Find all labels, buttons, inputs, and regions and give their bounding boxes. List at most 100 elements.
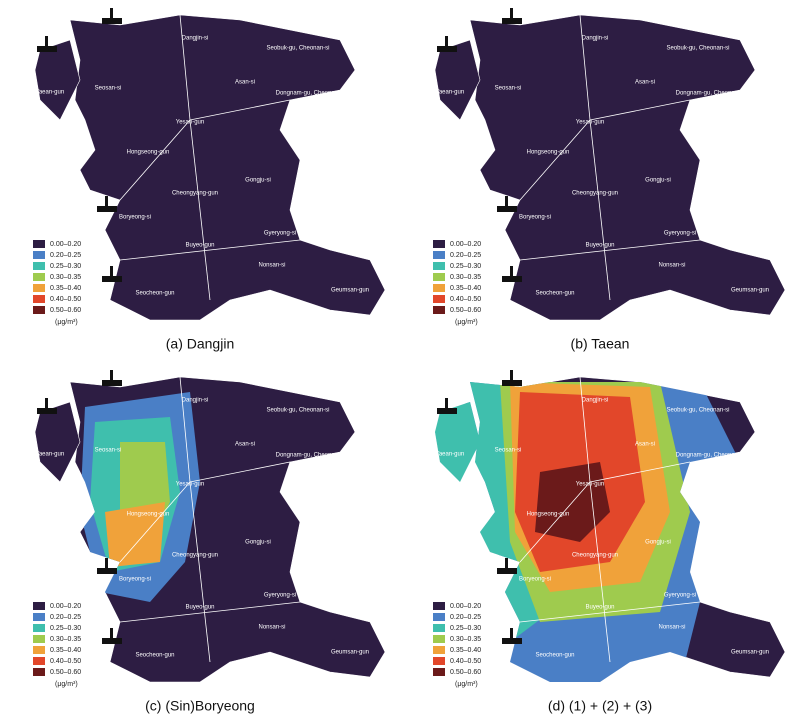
plant-icon xyxy=(502,380,522,386)
plant-stack xyxy=(445,36,448,46)
region-label: Geumsan-gun xyxy=(731,650,769,656)
region-label: Seocheon-gun xyxy=(135,653,174,659)
caption: (d) (1) + (2) + (3) xyxy=(548,698,652,714)
legend-label: 0.20–0.25 xyxy=(50,614,81,621)
region-label: Gyeryong-si xyxy=(264,231,296,237)
legend-swatch xyxy=(433,284,445,292)
legend-swatch xyxy=(433,668,445,676)
region-label: Hongseong-gun xyxy=(127,512,170,518)
legend-swatch xyxy=(433,295,445,303)
legend-swatch xyxy=(433,251,445,259)
peninsula xyxy=(34,401,81,483)
plant-icon xyxy=(102,380,122,386)
region-label: Buyeo-gun xyxy=(185,605,214,611)
legend-label: 0.00–0.20 xyxy=(450,241,481,248)
plant-stack xyxy=(445,398,448,408)
region-label: Gongju-si xyxy=(245,178,271,184)
boundary xyxy=(589,461,691,483)
legend-swatch xyxy=(33,306,45,314)
boundary xyxy=(189,99,291,121)
legend-label: 0.20–0.25 xyxy=(450,614,481,621)
map-panel: Dangjin-si Seobuk-gu, Cheonan-si Seosan-si… xyxy=(33,8,386,352)
map-panel: Dangjin-si Seobuk-gu, Cheonan-si Seosan-si… xyxy=(433,8,786,352)
region-label: Cheongyang-gun xyxy=(572,553,618,559)
legend-swatch xyxy=(433,306,445,314)
plant-stack xyxy=(510,370,513,380)
region-label: Hongseong-gun xyxy=(127,150,170,156)
map-panel: Dangjin-si Seobuk-gu, Cheonan-si Seosan-si… xyxy=(433,370,786,714)
legend-unit: (μg/m³) xyxy=(455,319,478,326)
plant-stack xyxy=(510,628,513,638)
region-label: Buyeo-gun xyxy=(585,243,614,249)
legend-label: 0.25–0.30 xyxy=(50,625,81,632)
legend-label: 0.30–0.35 xyxy=(450,274,481,281)
plant-icon xyxy=(102,276,122,282)
region-label: Dangjin-si xyxy=(582,36,609,42)
plant-icon xyxy=(37,46,57,52)
boundary xyxy=(189,481,211,663)
region-label: Yesan-gun xyxy=(576,482,604,488)
peninsula xyxy=(434,39,481,121)
region-label: Cheongyang-gun xyxy=(172,191,218,197)
region-label: Geumsan-gun xyxy=(331,650,369,656)
legend-swatch xyxy=(33,284,45,292)
boundary xyxy=(189,119,211,301)
legend-swatch xyxy=(33,668,45,676)
province xyxy=(69,14,386,321)
legend-label: 0.35–0.40 xyxy=(450,647,481,654)
plant-icon xyxy=(497,206,517,212)
region-label: Dangjin-si xyxy=(182,398,209,404)
region-label: Cheongyang-gun xyxy=(572,191,618,197)
legend-swatch xyxy=(33,613,45,621)
legend-label: 0.35–0.40 xyxy=(50,285,81,292)
map-panel: Dangjin-si Seobuk-gu, Cheonan-si Seosan-si… xyxy=(33,370,386,714)
region-label: Cheongyang-gun xyxy=(172,553,218,559)
legend-swatch xyxy=(33,262,45,270)
plant-stack xyxy=(110,628,113,638)
region-label: Boryeong-si xyxy=(519,215,551,221)
region-label: Taean-gun xyxy=(436,90,464,96)
plant-icon xyxy=(497,568,517,574)
region-label: Seobuk-gu, Cheonan-si xyxy=(666,408,729,414)
legend-swatch xyxy=(433,657,445,665)
region-label: Boryeong-si xyxy=(119,215,151,221)
plant-icon xyxy=(102,638,122,644)
region-label: Taean-gun xyxy=(36,452,64,458)
region-label: Gyeryong-si xyxy=(664,593,696,599)
region-label: Taean-gun xyxy=(436,452,464,458)
region-label: Boryeong-si xyxy=(519,577,551,583)
plant-stack xyxy=(110,370,113,380)
legend-label: 0.30–0.35 xyxy=(50,274,81,281)
legend-swatch xyxy=(33,657,45,665)
legend-label: 0.35–0.40 xyxy=(450,285,481,292)
region-label: Dongnam-gu, Cheonan-si xyxy=(276,91,345,97)
region-label: Gyeryong-si xyxy=(664,231,696,237)
boundary xyxy=(189,461,291,483)
legend-label: 0.40–0.50 xyxy=(50,296,81,303)
plant-icon xyxy=(97,206,117,212)
region-label: Gyeryong-si xyxy=(264,593,296,599)
plant-stack xyxy=(110,8,113,18)
caption: (a) Dangjin xyxy=(166,336,234,352)
region-label: Dangjin-si xyxy=(582,398,609,404)
region-label: Asan-si xyxy=(635,442,655,448)
plant-stack xyxy=(510,8,513,18)
legend-label: 0.30–0.35 xyxy=(50,636,81,643)
caption: (b) Taean xyxy=(571,336,630,352)
region-label: Gongju-si xyxy=(645,178,671,184)
legend-label: 0.40–0.50 xyxy=(450,296,481,303)
region-label: Geumsan-gun xyxy=(331,288,369,294)
region-label: Nonsan-si xyxy=(658,625,685,631)
legend-label: 0.20–0.25 xyxy=(50,252,81,259)
plant-stack xyxy=(110,266,113,276)
legend-label: 0.25–0.30 xyxy=(450,625,481,632)
region-label: Seocheon-gun xyxy=(535,653,574,659)
plant-icon xyxy=(37,408,57,414)
region-label: Seobuk-gu, Cheonan-si xyxy=(266,408,329,414)
region-label: Buyeo-gun xyxy=(585,605,614,611)
legend-swatch xyxy=(433,240,445,248)
legend-unit: (μg/m³) xyxy=(55,319,78,326)
legend-swatch xyxy=(33,251,45,259)
legend-swatch xyxy=(433,613,445,621)
